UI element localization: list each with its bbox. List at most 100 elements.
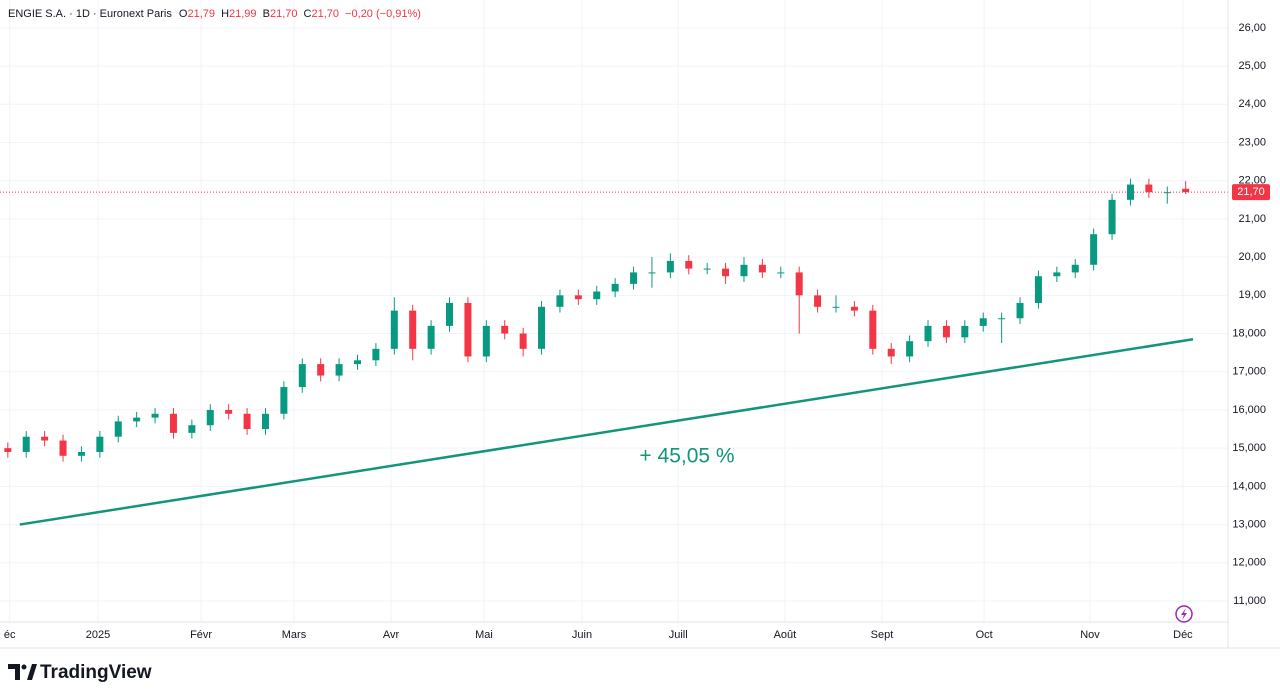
- y-tick-label: 26,00: [1238, 22, 1266, 34]
- candle-body: [574, 295, 582, 300]
- brand: TradingView: [40, 662, 152, 683]
- candle-body: [703, 268, 711, 270]
- y-tick-label: 22,00: [1238, 175, 1266, 187]
- candle-body: [777, 272, 785, 274]
- candle-body: [869, 310, 877, 349]
- y-tick-label: 24,00: [1238, 98, 1266, 110]
- x-tick-label: 2025: [86, 629, 110, 641]
- candle-body: [722, 268, 730, 277]
- y-tick-label: 11,000: [1233, 595, 1266, 607]
- y-tick-label: 12,000: [1232, 557, 1266, 569]
- y-tick-label: 15,000: [1232, 442, 1266, 454]
- candle-body: [850, 306, 858, 311]
- candle-body: [261, 413, 269, 430]
- candle-body: [96, 436, 104, 452]
- legend-name: ENGIE S.A. · 1D · Euronext Paris: [8, 8, 172, 20]
- candle-body: [519, 333, 527, 349]
- y-tick-label: 20,00: [1238, 251, 1266, 263]
- candle-body: [151, 413, 159, 418]
- candle-body: [114, 421, 122, 437]
- brand-logo[interactable]: TradingView: [8, 662, 152, 683]
- candle-body: [740, 264, 748, 277]
- legend-o-value: 21,79: [187, 8, 215, 20]
- candle-body: [832, 306, 840, 308]
- x-tick-label: Mai: [475, 629, 493, 641]
- candle-body: [887, 348, 895, 357]
- y-tick-label: 16,000: [1232, 404, 1266, 416]
- y-tick-label: 14,000: [1232, 480, 1266, 492]
- candle-body: [22, 436, 30, 452]
- candle-body: [501, 325, 509, 334]
- legend-c: C: [304, 8, 312, 20]
- x-tick-label: Juill: [669, 629, 688, 641]
- legend-c-value: 21,70: [312, 8, 340, 20]
- candle-body: [464, 302, 472, 357]
- candle-body: [1071, 264, 1079, 273]
- trendline: [19, 338, 1194, 526]
- x-tick-label: Avr: [383, 629, 400, 641]
- marks: [0, 178, 1228, 526]
- candle-body: [538, 306, 546, 349]
- candle-body: [169, 413, 177, 433]
- candle-body: [77, 451, 85, 456]
- x-tick-label: éc: [4, 629, 16, 641]
- candle-body: [41, 436, 49, 441]
- candle-body: [372, 348, 380, 361]
- candle-body: [979, 318, 987, 326]
- candle-body: [1016, 302, 1024, 319]
- x-tick-label: Sept: [871, 629, 894, 641]
- candle-body: [280, 387, 288, 414]
- x-tick-label: Juin: [572, 629, 592, 641]
- candle-body: [1182, 188, 1190, 193]
- candle-body: [409, 310, 417, 349]
- candle-body: [353, 360, 361, 365]
- y-tick-label: 17,000: [1232, 366, 1266, 378]
- candle-body: [1145, 184, 1153, 193]
- annotation: + 45,05 %: [639, 445, 734, 468]
- last-price-label: 21,70: [1237, 186, 1265, 198]
- lightning-icon[interactable]: [1175, 605, 1193, 623]
- y-tick-label: 18,000: [1232, 327, 1266, 339]
- candle-body: [758, 264, 766, 273]
- candle-body: [1108, 199, 1116, 235]
- y-tick-label: 25,00: [1238, 60, 1266, 72]
- candle-body: [1034, 276, 1042, 303]
- candle-body: [814, 295, 822, 307]
- x-tick-label: Août: [774, 629, 797, 641]
- x-tick-label: Mars: [282, 629, 307, 641]
- legend-h: H: [221, 8, 229, 20]
- grid: [0, 0, 1228, 622]
- x-tick-label: Févr: [190, 629, 212, 641]
- candle-body: [942, 325, 950, 338]
- candle-body: [133, 417, 141, 422]
- candle-body: [906, 341, 914, 357]
- candle-body: [666, 260, 674, 273]
- candle-body: [593, 291, 601, 300]
- y-tick-label: 23,00: [1238, 136, 1266, 148]
- x-tick-label: Nov: [1080, 629, 1100, 641]
- candle-body: [648, 272, 656, 274]
- x-tick-label: Déc: [1173, 629, 1193, 641]
- candle-body: [556, 295, 564, 307]
- candle-body: [427, 325, 435, 349]
- candle-body: [1090, 234, 1098, 265]
- y-tick-label: 21,00: [1238, 213, 1266, 225]
- legend-o: O: [179, 8, 188, 20]
- y-tick-label: 19,00: [1238, 289, 1266, 301]
- candle-body: [4, 448, 12, 452]
- legend: ENGIE S.A. · 1D · Euronext Paris O21,79 …: [8, 8, 421, 20]
- candle-body: [961, 325, 969, 338]
- candle-body: [59, 440, 67, 456]
- candle-body: [1126, 184, 1134, 200]
- candle-body: [482, 325, 490, 357]
- x-tick-label: Oct: [976, 629, 993, 641]
- candle-body: [206, 409, 214, 426]
- candle-body: [795, 272, 803, 296]
- candle-body: [317, 364, 325, 376]
- candle-body: [188, 425, 196, 433]
- candle-body: [630, 272, 638, 284]
- candle-body: [1053, 272, 1061, 277]
- last-price-tag: [1232, 184, 1270, 201]
- candle-body: [611, 283, 619, 292]
